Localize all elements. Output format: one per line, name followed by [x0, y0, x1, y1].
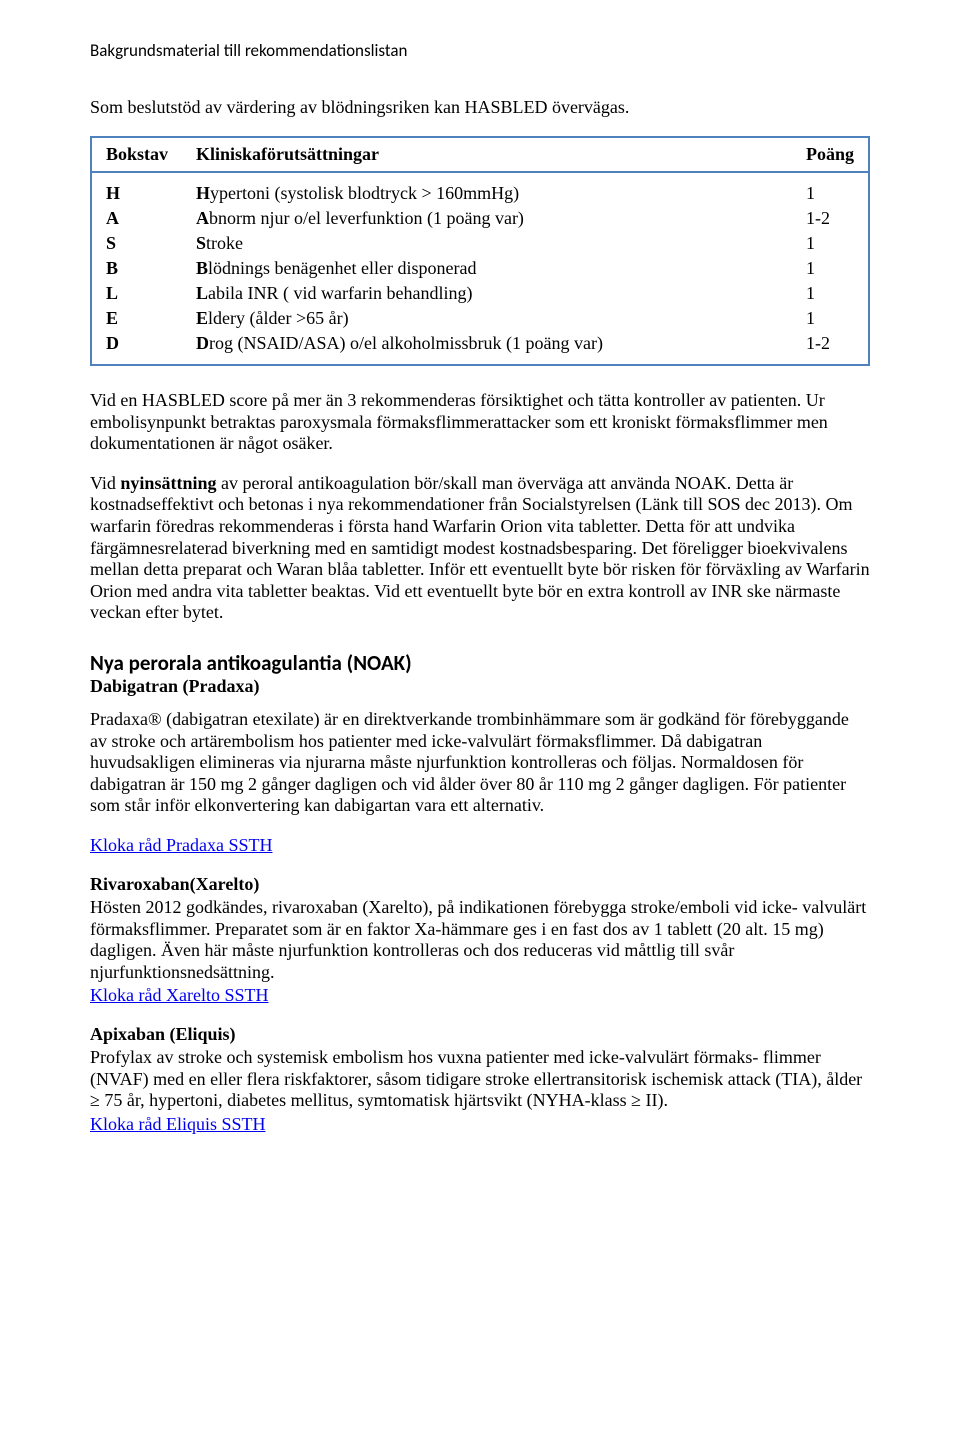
noak-section-title: Nya perorala antikoagulantia (NOAK) [90, 650, 870, 676]
cell-score: 1 [792, 173, 868, 206]
cell-score: 1 [792, 256, 868, 281]
rivaroxaban-heading: Rivaroxaban(Xarelto) [90, 874, 870, 895]
cell-desc: Drog (NSAID/ASA) o/el alkoholmissbruk (1… [182, 331, 792, 364]
cell-desc: Stroke [182, 231, 792, 256]
cell-score: 1 [792, 306, 868, 331]
th-score: Poäng [792, 138, 868, 173]
cell-score: 1 [792, 281, 868, 306]
para2-pre: Vid [90, 473, 120, 493]
cell-letter: L [92, 281, 182, 306]
cell-letter: H [92, 173, 182, 206]
cell-score: 1-2 [792, 206, 868, 231]
cell-desc: Hypertoni (systolisk blodtryck > 160mmHg… [182, 173, 792, 206]
page-header: Bakgrundsmaterial till rekommendationsli… [90, 40, 870, 61]
table-row: HHypertoni (systolisk blodtryck > 160mmH… [92, 173, 868, 206]
cell-letter: S [92, 231, 182, 256]
cell-letter: B [92, 256, 182, 281]
cell-letter: E [92, 306, 182, 331]
dabigatran-text: Pradaxa® (dabigatran etexilate) är en di… [90, 709, 870, 817]
rivaroxaban-link[interactable]: Kloka råd Xarelto SSTH [90, 985, 870, 1006]
th-desc: Kliniskaförutsättningar [182, 138, 792, 173]
cell-score: 1 [792, 231, 868, 256]
intro-text: Som beslutstöd av värdering av blödnings… [90, 97, 870, 118]
th-letter: Bokstav [92, 138, 182, 173]
hasbled-table: Bokstav Kliniskaförutsättningar Poäng HH… [90, 136, 870, 366]
apixaban-link[interactable]: Kloka råd Eliquis SSTH [90, 1114, 870, 1135]
dabigatran-heading: Dabigatran (Pradaxa) [90, 676, 870, 697]
cell-letter: D [92, 331, 182, 364]
cell-letter: A [92, 206, 182, 231]
table-row: AAbnorm njur o/el leverfunktion (1 poäng… [92, 206, 868, 231]
cell-desc: Eldery (ålder >65 år) [182, 306, 792, 331]
para-hasbled-note: Vid en HASBLED score på mer än 3 rekomme… [90, 390, 870, 455]
cell-desc: Abnorm njur o/el leverfunktion (1 poäng … [182, 206, 792, 231]
table-row: EEldery (ålder >65 år)1 [92, 306, 868, 331]
dabigatran-link[interactable]: Kloka råd Pradaxa SSTH [90, 835, 870, 856]
table-row: LLabila INR ( vid warfarin behandling)1 [92, 281, 868, 306]
table-row: SStroke1 [92, 231, 868, 256]
cell-desc: Blödnings benägenhet eller disponerad [182, 256, 792, 281]
para2-bold: nyinsättning [120, 473, 216, 493]
cell-score: 1-2 [792, 331, 868, 364]
cell-desc: Labila INR ( vid warfarin behandling) [182, 281, 792, 306]
apixaban-heading: Apixaban (Eliquis) [90, 1024, 870, 1045]
table-row: BBlödnings benägenhet eller disponerad1 [92, 256, 868, 281]
apixaban-text: Profylax av stroke och systemisk embolis… [90, 1047, 870, 1112]
table-row: DDrog (NSAID/ASA) o/el alkoholmissbruk (… [92, 331, 868, 364]
para2-post: av peroral antikoagulation bör/skall man… [90, 473, 870, 623]
rivaroxaban-text: Hösten 2012 godkändes, rivaroxaban (Xare… [90, 897, 870, 983]
para-nyinsattning: Vid nyinsättning av peroral antikoagulat… [90, 473, 870, 624]
